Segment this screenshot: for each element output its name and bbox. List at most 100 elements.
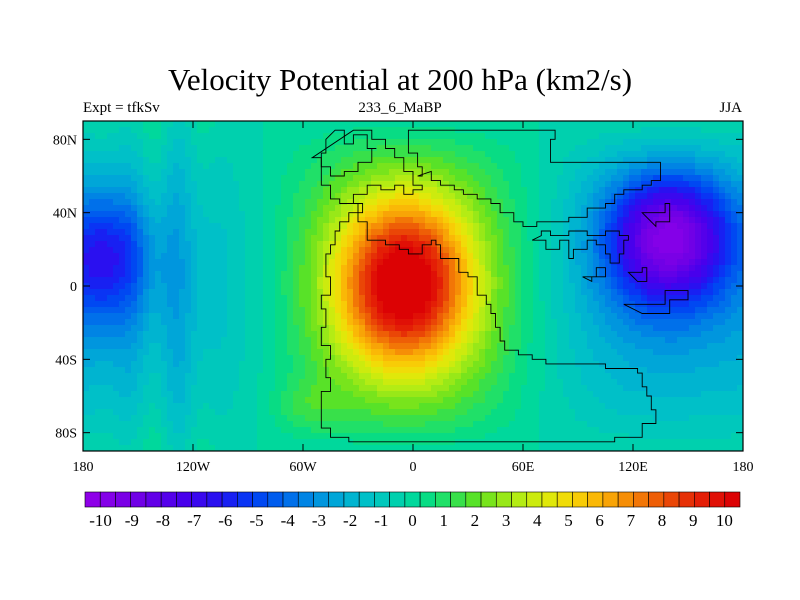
field-cell xyxy=(185,271,192,278)
field-cell xyxy=(323,133,330,140)
field-cell xyxy=(479,223,486,230)
field-cell xyxy=(449,211,456,218)
field-cell xyxy=(527,307,534,314)
field-cell xyxy=(197,445,204,451)
field-cell xyxy=(269,355,276,362)
field-cell xyxy=(581,169,588,176)
field-cell xyxy=(521,133,528,140)
field-cell xyxy=(269,211,276,218)
field-cell xyxy=(257,331,264,338)
field-cell xyxy=(161,439,168,446)
field-cell xyxy=(587,439,594,446)
field-cell xyxy=(617,145,624,152)
field-cell xyxy=(191,217,198,224)
field-cell xyxy=(179,355,186,362)
field-cell xyxy=(509,325,516,332)
field-cell xyxy=(185,445,192,451)
field-cell xyxy=(545,427,552,434)
field-cell xyxy=(479,163,486,170)
field-cell xyxy=(101,265,108,272)
field-cell xyxy=(203,361,210,368)
field-cell xyxy=(281,421,288,428)
field-cell xyxy=(143,421,150,428)
field-cell xyxy=(413,181,420,188)
field-cell xyxy=(209,331,216,338)
field-cell xyxy=(497,157,504,164)
field-cell xyxy=(425,175,432,182)
field-cell xyxy=(293,307,300,314)
field-cell xyxy=(611,331,618,338)
field-cell xyxy=(539,307,546,314)
field-cell xyxy=(137,283,144,290)
field-cell xyxy=(407,223,414,230)
field-cell xyxy=(89,373,96,380)
field-cell xyxy=(431,355,438,362)
field-cell xyxy=(527,163,534,170)
field-cell xyxy=(473,379,480,386)
field-cell xyxy=(89,151,96,158)
field-cell xyxy=(479,145,486,152)
field-cell xyxy=(341,391,348,398)
field-cell xyxy=(167,151,174,158)
field-cell xyxy=(527,289,534,296)
field-cell xyxy=(557,355,564,362)
field-cell xyxy=(281,361,288,368)
field-cell xyxy=(131,367,138,374)
field-cell xyxy=(527,319,534,326)
field-cell xyxy=(449,379,456,386)
field-cell xyxy=(413,169,420,176)
field-cell xyxy=(407,397,414,404)
field-cell xyxy=(191,319,198,326)
field-cell xyxy=(281,433,288,440)
field-cell xyxy=(347,169,354,176)
field-cell xyxy=(359,223,366,230)
field-cell xyxy=(227,313,234,320)
field-cell xyxy=(341,295,348,302)
field-cell xyxy=(521,205,528,212)
field-cell xyxy=(551,253,558,260)
field-cell xyxy=(425,355,432,362)
field-cell xyxy=(335,163,342,170)
field-cell xyxy=(275,157,282,164)
field-cell xyxy=(443,247,450,254)
field-cell xyxy=(527,439,534,446)
field-cell xyxy=(89,241,96,248)
field-cell xyxy=(299,367,306,374)
field-cell xyxy=(89,355,96,362)
field-cell xyxy=(605,415,612,422)
field-cell xyxy=(101,259,108,266)
field-cell xyxy=(215,175,222,182)
field-cell xyxy=(311,367,318,374)
field-cell xyxy=(131,283,138,290)
field-cell xyxy=(377,217,384,224)
field-cell xyxy=(275,439,282,446)
field-cell xyxy=(539,247,546,254)
field-cell xyxy=(107,163,114,170)
experiment-label: Expt = tfkSv xyxy=(83,100,160,116)
field-cell xyxy=(263,385,270,392)
field-cell xyxy=(455,175,462,182)
field-cell xyxy=(611,241,618,248)
field-cell xyxy=(95,271,102,278)
field-cell xyxy=(383,169,390,176)
field-cell xyxy=(377,367,384,374)
field-cell xyxy=(545,247,552,254)
field-cell xyxy=(329,259,336,266)
field-cell xyxy=(101,277,108,284)
field-cell xyxy=(185,181,192,188)
field-cell xyxy=(605,343,612,350)
field-cell xyxy=(263,325,270,332)
field-cell xyxy=(461,157,468,164)
field-cell xyxy=(263,199,270,206)
field-cell xyxy=(599,277,606,284)
field-cell xyxy=(89,337,96,344)
field-cell xyxy=(269,331,276,338)
field-cell xyxy=(407,175,414,182)
field-cell xyxy=(521,169,528,176)
field-cell xyxy=(569,355,576,362)
field-cell xyxy=(161,289,168,296)
field-cell xyxy=(113,205,120,212)
field-cell xyxy=(437,391,444,398)
field-cell xyxy=(125,187,132,194)
field-cell xyxy=(587,121,594,128)
